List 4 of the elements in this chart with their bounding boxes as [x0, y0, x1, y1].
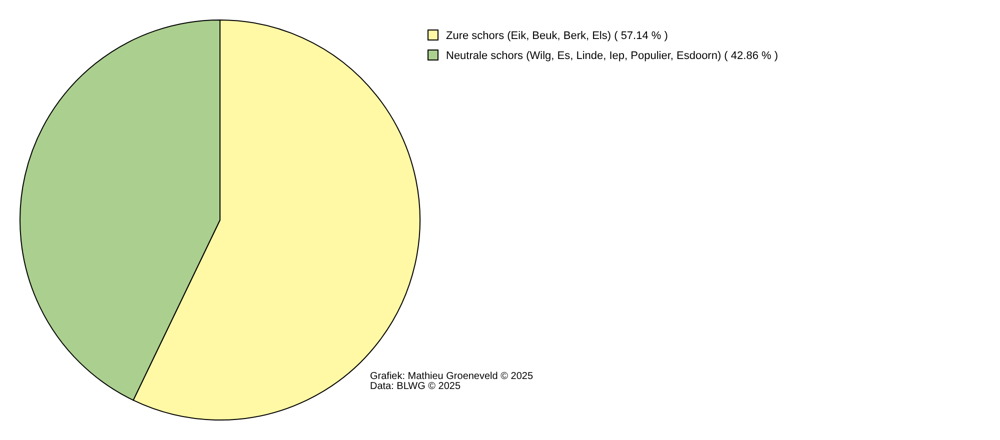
text: Grafiek: Mathieu Groeneveld © 2025	[370, 371, 534, 382]
text: Data: BLWG © 2025	[370, 381, 461, 392]
legend-label: Neutrale schors (Wilg, Es, Linde, Iep, Populier, Esdoorn) ( 42.86 % )	[446, 50, 778, 62]
legend-label: Zure schors (Eik, Beuk, Berk, Els) ( 57.14 % )	[446, 30, 668, 42]
